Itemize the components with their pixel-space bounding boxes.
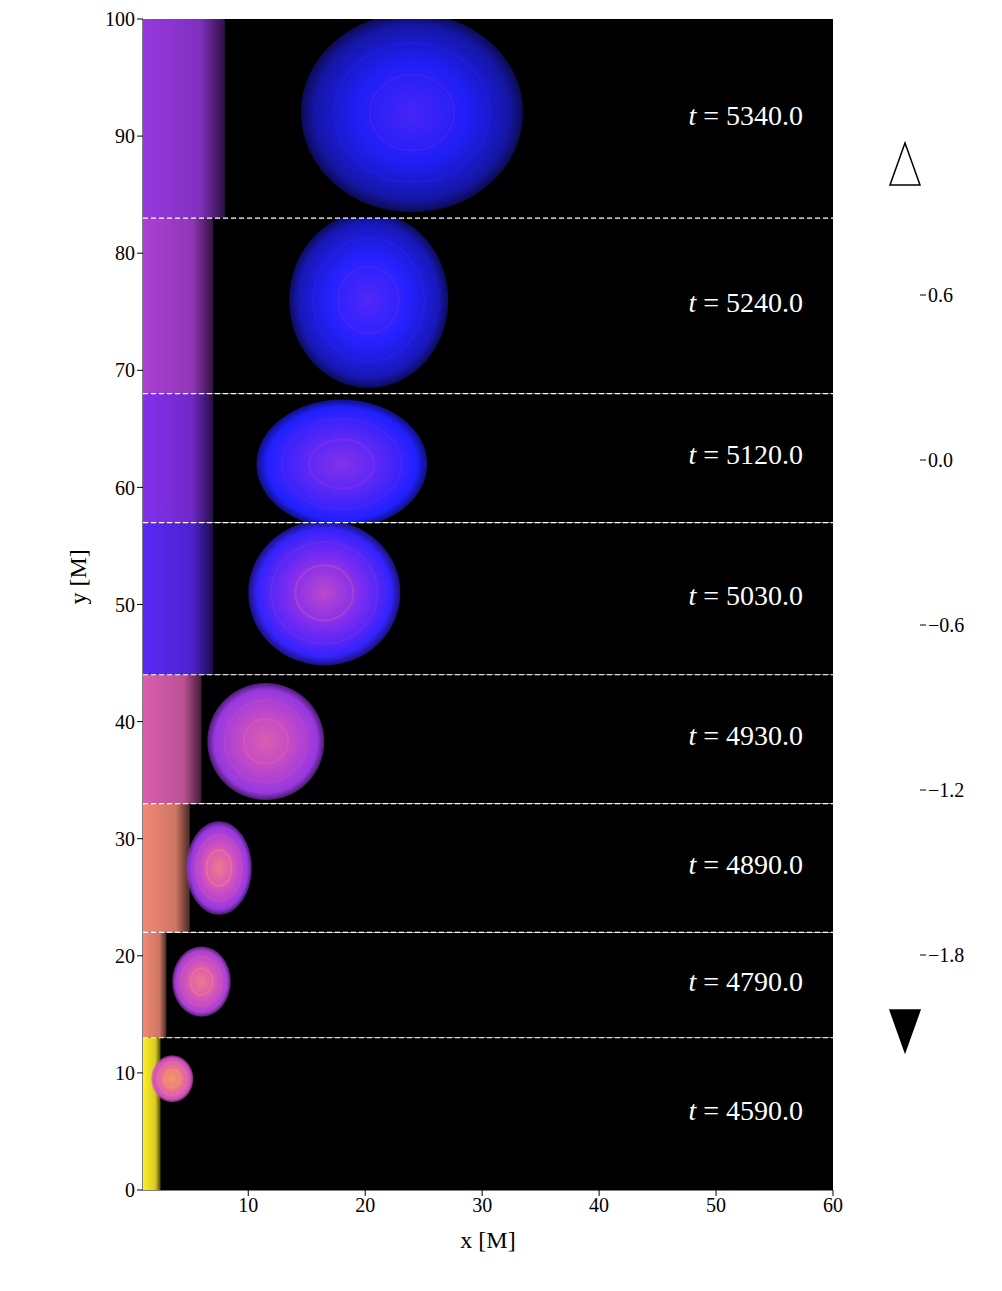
svg-text:90: 90: [115, 125, 135, 147]
svg-text:0: 0: [125, 1179, 135, 1201]
svg-text:t = 5120.0: t = 5120.0: [688, 440, 803, 471]
svg-text:10: 10: [238, 1194, 258, 1216]
svg-text:t = 4590.0: t = 4590.0: [688, 1095, 803, 1126]
svg-text:60: 60: [823, 1194, 843, 1216]
svg-text:50: 50: [706, 1194, 726, 1216]
svg-text:30: 30: [472, 1194, 492, 1216]
svg-text:x [M]: x [M]: [460, 1227, 515, 1253]
svg-text:100: 100: [105, 8, 135, 30]
svg-text:80: 80: [115, 242, 135, 264]
svg-text:60: 60: [115, 477, 135, 499]
svg-text:y [M]: y [M]: [65, 549, 91, 604]
svg-text:10: 10: [115, 1062, 135, 1084]
svg-text:t = 4790.0: t = 4790.0: [688, 966, 803, 997]
svg-text:−1.2: −1.2: [928, 779, 964, 801]
svg-text:20: 20: [115, 945, 135, 967]
svg-text:0.0: 0.0: [928, 449, 953, 471]
svg-text:−0.6: −0.6: [928, 614, 964, 636]
svg-text:t = 5340.0: t = 5340.0: [688, 100, 803, 131]
svg-text:t = 5030.0: t = 5030.0: [688, 580, 803, 611]
svg-text:70: 70: [115, 359, 135, 381]
svg-text:−1.8: −1.8: [928, 944, 964, 966]
svg-text:t = 4930.0: t = 4930.0: [688, 721, 803, 752]
svg-text:20: 20: [355, 1194, 375, 1216]
svg-text:0.6: 0.6: [928, 284, 953, 306]
svg-text:30: 30: [115, 828, 135, 850]
svg-text:t = 5240.0: t = 5240.0: [688, 287, 803, 318]
svg-text:40: 40: [115, 711, 135, 733]
svg-text:t = 4890.0: t = 4890.0: [688, 849, 803, 880]
svg-text:50: 50: [115, 594, 135, 616]
svg-text:40: 40: [589, 1194, 609, 1216]
